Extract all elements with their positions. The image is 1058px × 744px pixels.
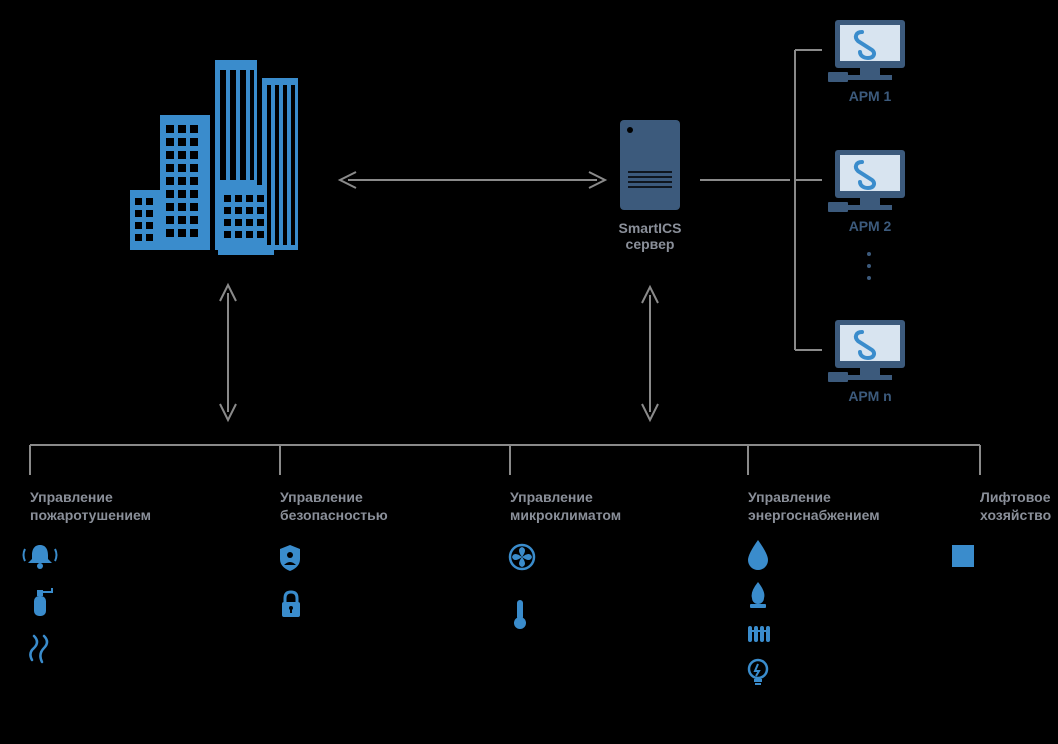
category-elevator-label: Лифтовое хозяйство	[980, 488, 1051, 524]
workstation-2-label: АРМ 2	[830, 218, 910, 234]
heat-radiator-icon	[748, 626, 770, 642]
workstation-1-label: АРМ 1	[830, 88, 910, 104]
gas-flame-icon	[750, 582, 766, 608]
smoke-icon	[30, 636, 47, 662]
lock-icon	[282, 592, 300, 617]
water-drop-icon	[748, 540, 768, 570]
workstation-ellipsis	[867, 252, 871, 280]
arrow-server-down	[642, 287, 658, 420]
thermometer-icon	[514, 600, 526, 629]
diagram-svg	[0, 0, 1058, 739]
server-icon	[620, 120, 680, 210]
server-label-line2: сервер	[626, 236, 675, 252]
buildings-icon	[130, 60, 298, 255]
alarm-bell-icon	[24, 545, 57, 569]
category-security-label: Управление безопасностью	[280, 488, 388, 524]
server-label-line1: SmartICS	[618, 220, 681, 236]
elevator-icon	[952, 545, 974, 567]
category-energy-label: Управление энергоснабжением	[748, 488, 880, 524]
extinguisher-icon	[34, 588, 52, 616]
diagram-canvas: SmartICS сервер АРМ 1 АРМ 2 АРМ n Управл…	[0, 0, 1058, 739]
lightbulb-icon	[749, 660, 767, 685]
category-fire-label: Управление пожаротушением	[30, 488, 151, 524]
server-label: SmartICS сервер	[610, 220, 690, 252]
workstation-1-icon	[828, 20, 905, 82]
workstation-n-label: АРМ n	[830, 388, 910, 404]
workstation-bracket	[795, 50, 822, 350]
shield-person-icon	[280, 545, 300, 571]
workstation-2-icon	[828, 150, 905, 212]
arrow-building-server	[340, 172, 605, 188]
category-climate-label: Управление микроклиматом	[510, 488, 621, 524]
fan-icon	[510, 545, 534, 569]
workstation-n-icon	[828, 320, 905, 382]
arrow-building-down	[220, 285, 236, 420]
category-bus	[30, 445, 980, 475]
